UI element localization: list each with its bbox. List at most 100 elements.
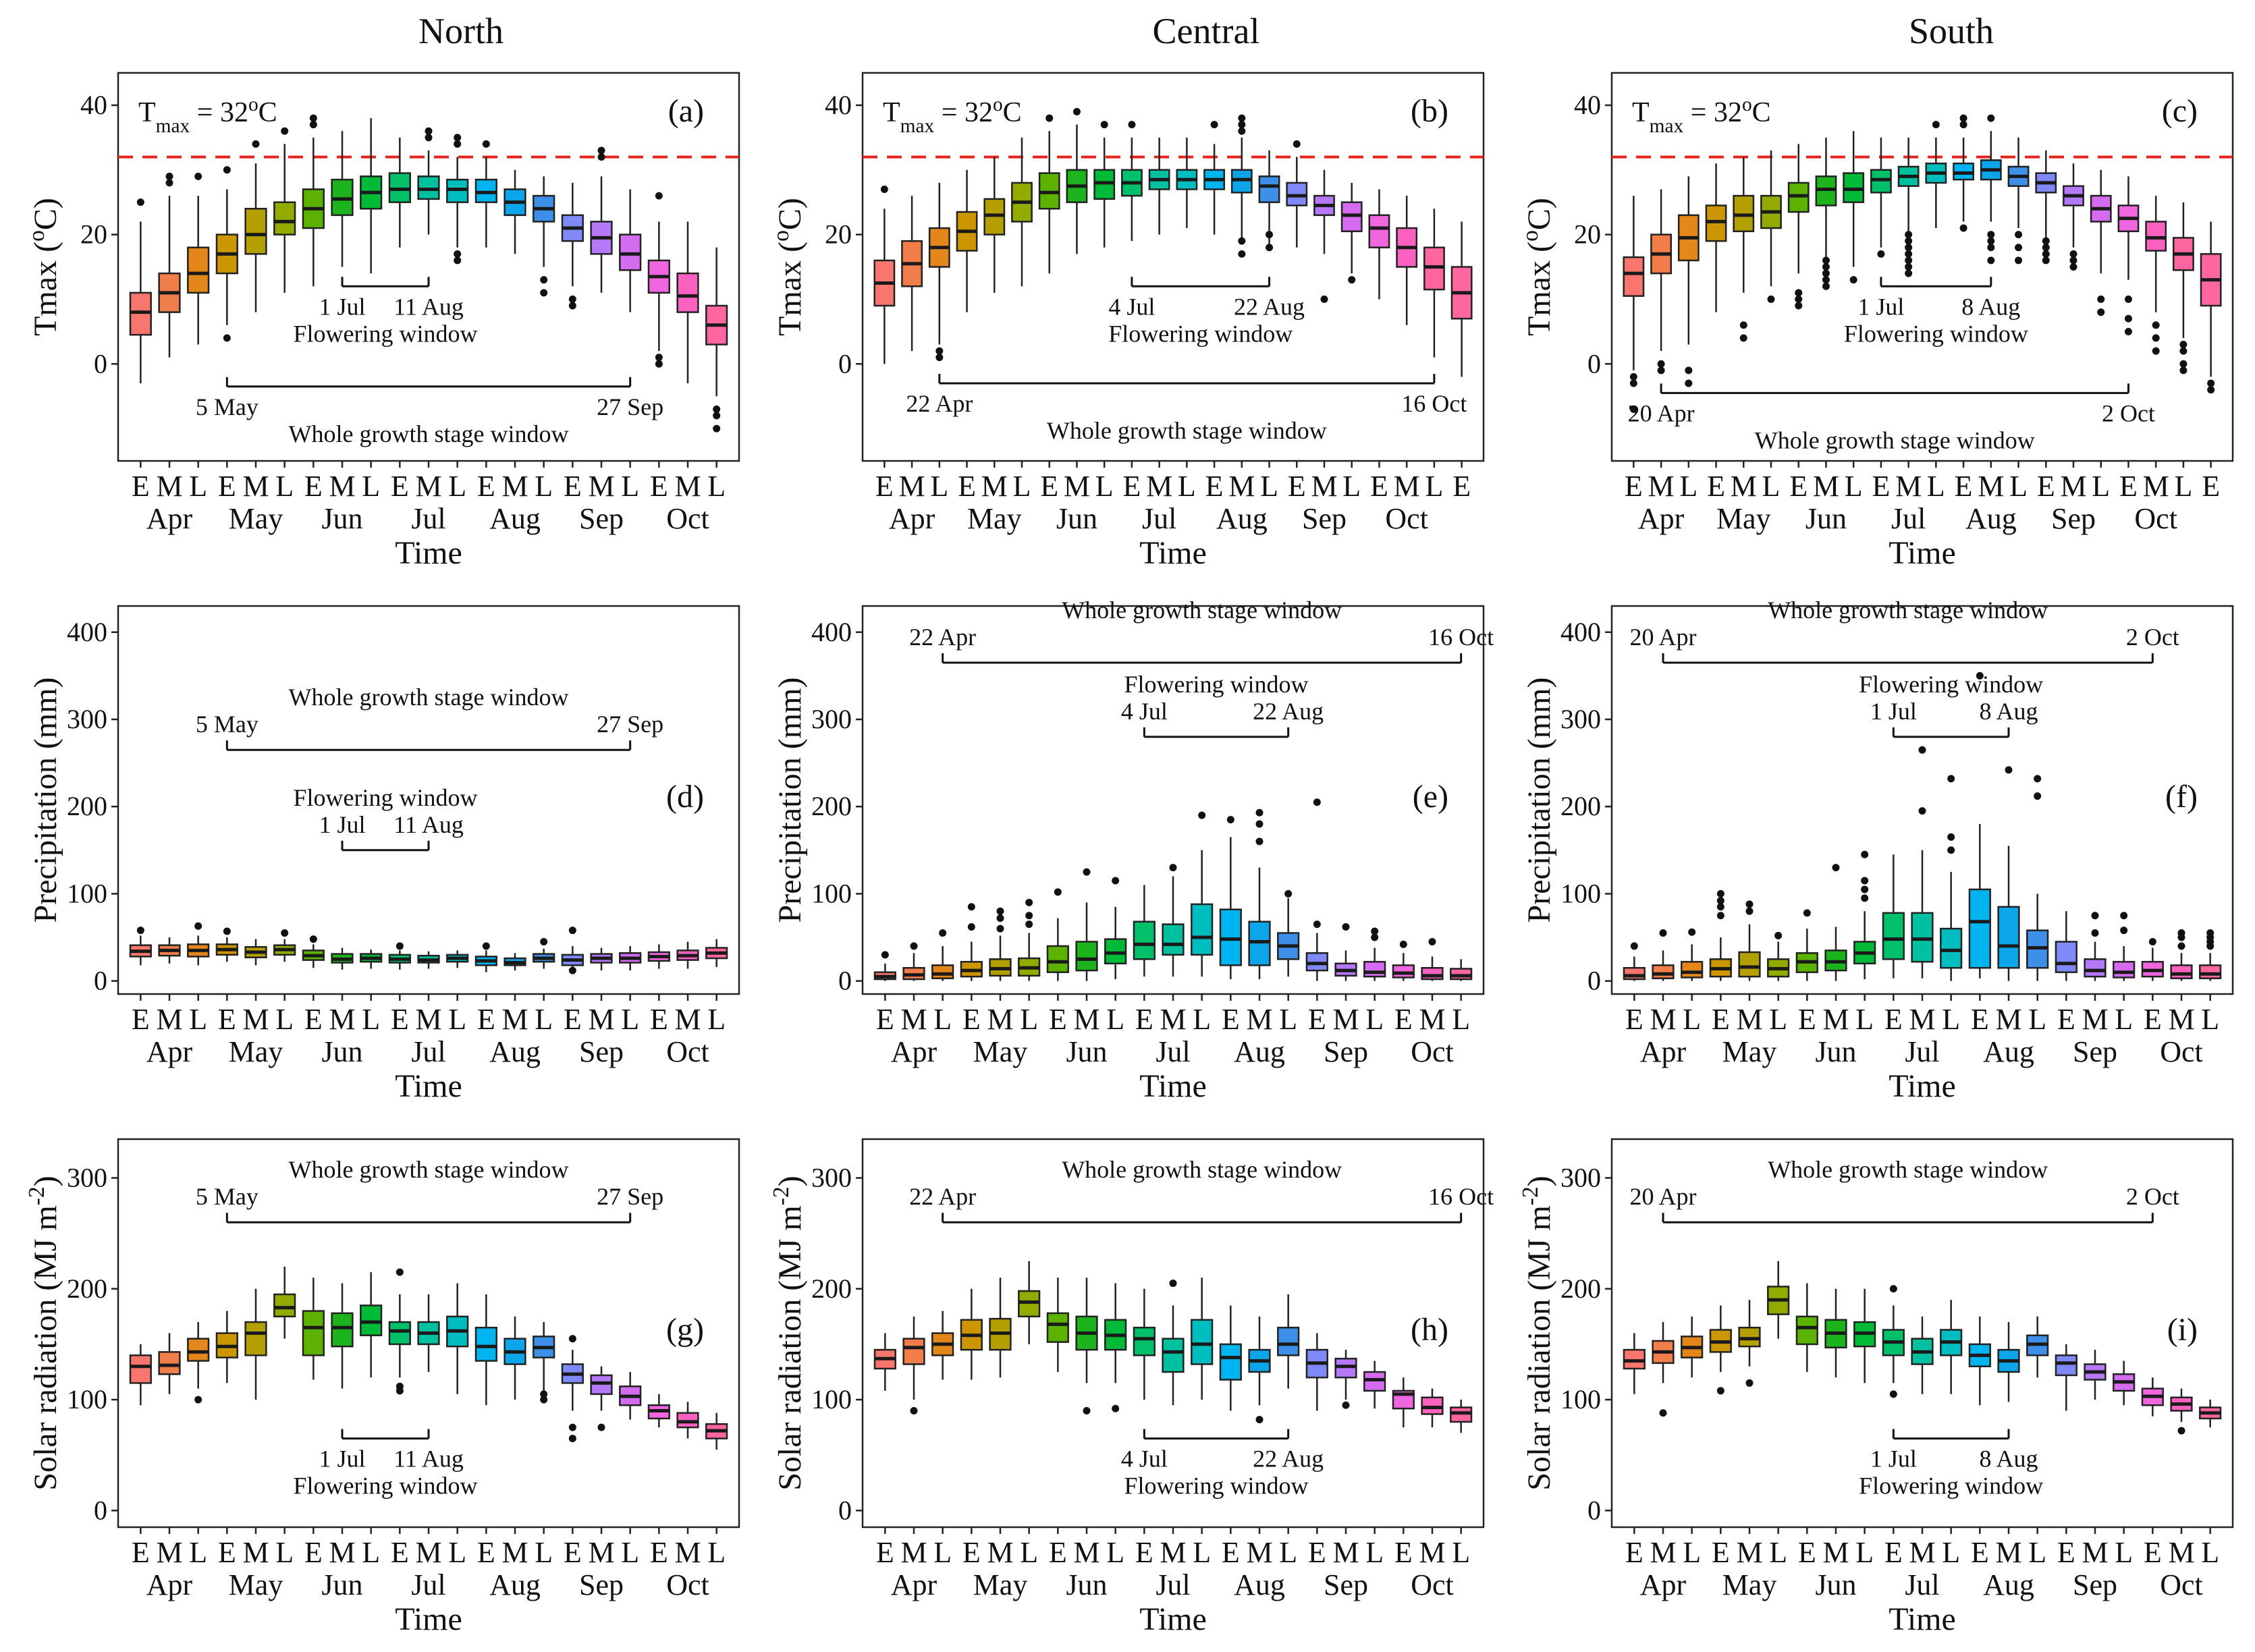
x-tick-label: L [448,470,466,503]
box-i-16 [2084,1350,2107,1400]
outlier-point [1428,937,1436,945]
box-body [1046,945,1069,973]
box-body [1795,1315,1818,1346]
box-g-5 [273,1266,296,1339]
y-tick-label: 300 [67,1163,107,1193]
box-body [129,1354,152,1384]
box-body [2199,964,2222,979]
outlier-point [2097,295,2105,303]
box-h-6 [1046,1277,1069,1372]
x-tick-label: M [501,1536,528,1569]
x-tick-label: M [674,1536,701,1569]
outlier-point [2042,244,2050,252]
x-tick-label: L [2028,1003,2046,1036]
box-body [2055,1354,2077,1377]
box-a-0 [129,198,152,383]
box-i-12 [1968,1316,1991,1406]
box-b-1 [901,196,923,352]
box-h-17 [1363,1360,1386,1409]
outlier-point [967,923,975,931]
outlier-point [655,192,663,200]
box-f-7 [1824,864,1847,981]
box-b-5 [1011,137,1033,287]
x-tick-label: E [218,1003,236,1036]
box-i-10 [1911,1316,1934,1394]
month-label: Sep [2073,1035,2117,1068]
outlier-point [1976,671,1984,680]
box-c-2 [1677,176,1700,387]
box-i-5 [1767,1261,1790,1339]
x-tick-label: E [132,1003,150,1036]
x-tick-label: E [1971,1003,1989,1036]
x-tick-label: L [2009,470,2028,503]
outlier-point [1072,108,1081,115]
y-tick-label: 400 [1560,617,1601,647]
box-body [1392,964,1415,979]
box-body [1075,941,1098,972]
outlier-point [281,929,289,937]
x-tick-label: L [189,1003,207,1036]
box-body [1248,920,1271,966]
outlier-point [1795,289,1803,297]
box-a-5 [273,127,296,293]
box-c-14 [2007,137,2030,265]
y-axis-title: Tmax (oC) [1518,198,1558,336]
x-tick-label: E [218,470,236,503]
x-tick-label: L [621,1003,639,1036]
outlier-point [2034,792,2042,800]
box-h-8 [1104,1283,1127,1412]
growth-window: 22 Apr 16 Oct Whole growth stage window [909,597,1494,664]
box-b-14 [1258,150,1280,252]
flowering-window-end-label: 11 Aug [393,811,464,838]
outlier-point [1795,295,1803,303]
box-c-18 [2117,176,2140,335]
box-f-20 [2199,929,2222,981]
outlier-point [1629,373,1637,381]
growth-window: 20 Apr 2 Oct Whole growth stage window [1630,1156,2179,1223]
outlier-point [1371,933,1379,941]
panel-tag: (d) [666,779,704,815]
outlier-point [1629,379,1637,387]
box-e-11 [1191,811,1214,977]
month-label: Sep [1324,1568,1368,1601]
x-tick-label: L [1769,1003,1787,1036]
x-tick-label: E [564,470,582,503]
box-h-16 [1334,1350,1357,1409]
month-label: Jun [1066,1568,1107,1601]
flowering-window-title: Flowering window [1859,1472,2043,1499]
month-label: May [229,1035,283,1068]
outlier-point [2015,244,2023,252]
outlier-point [425,134,433,142]
outlier-point [2042,250,2050,258]
outlier-point [1767,295,1775,303]
month-label: Apr [1640,1035,1687,1068]
outlier-point [2179,341,2188,348]
box-body [302,1310,325,1356]
column-titles: North Central South [418,11,1994,51]
outlier-point [482,942,490,950]
outlier-point [1255,837,1264,846]
y-tick-label: 100 [1560,878,1601,908]
box-body [2084,958,2107,978]
month-label: Sep [579,1035,624,1068]
outlier-point [568,1335,576,1343]
box-f-3 [1709,889,1732,981]
outlier-point [1238,114,1246,122]
box-f-9 [1882,854,1905,979]
outlier-point [1169,864,1177,872]
flowering-window-title: Flowering window [1124,1472,1309,1499]
outlier-point [996,914,1004,923]
outlier-point [281,127,289,135]
month-label: Jul [411,1035,445,1068]
box-g-12 [474,1294,497,1406]
box-b-8 [1093,121,1116,248]
x-tick-label: M [900,1003,927,1036]
growth-window-start-label: 22 Apr [909,1183,976,1210]
x-tick-label: M [900,1536,927,1569]
x-tick-label: E [1971,1536,1989,1569]
box-b-9 [1120,121,1143,242]
